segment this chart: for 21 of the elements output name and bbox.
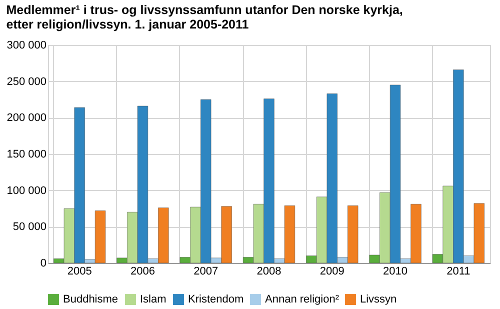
x-tick-label: 2009 xyxy=(320,266,344,278)
x-tick-label: 2011 xyxy=(446,266,470,278)
x-tick-label: 2005 xyxy=(67,266,92,278)
legend-label: Annan religion² xyxy=(265,294,340,306)
text: Medlemmer¹ i trus- og livssynssamfunn utanfor Den norske kyrkja, xyxy=(6,3,403,17)
y-tick-label: 0 xyxy=(40,258,46,270)
legend-label: Islam xyxy=(140,294,166,306)
text: etter religion/livssyn. 1. januar 2005-2011 xyxy=(6,18,249,32)
y-tick-label: 150 000 xyxy=(6,148,46,160)
y-tick-label: 200 000 xyxy=(6,112,46,124)
x-tick-label: 2008 xyxy=(256,266,282,278)
legend-label: Livssyn xyxy=(360,294,397,306)
y-tick-label: 50 000 xyxy=(12,221,46,234)
x-tick-label: 2010 xyxy=(383,266,408,278)
legend-label: Buddhisme xyxy=(63,294,118,306)
legend-label: Kristendom xyxy=(188,294,244,306)
y-tick-label: 100 000 xyxy=(6,184,46,197)
y-tick-label: 250 000 xyxy=(6,76,46,88)
x-tick-label: 2007 xyxy=(194,266,218,278)
y-tick-label: 300 000 xyxy=(6,40,46,52)
x-tick-label: 2006 xyxy=(130,266,155,278)
